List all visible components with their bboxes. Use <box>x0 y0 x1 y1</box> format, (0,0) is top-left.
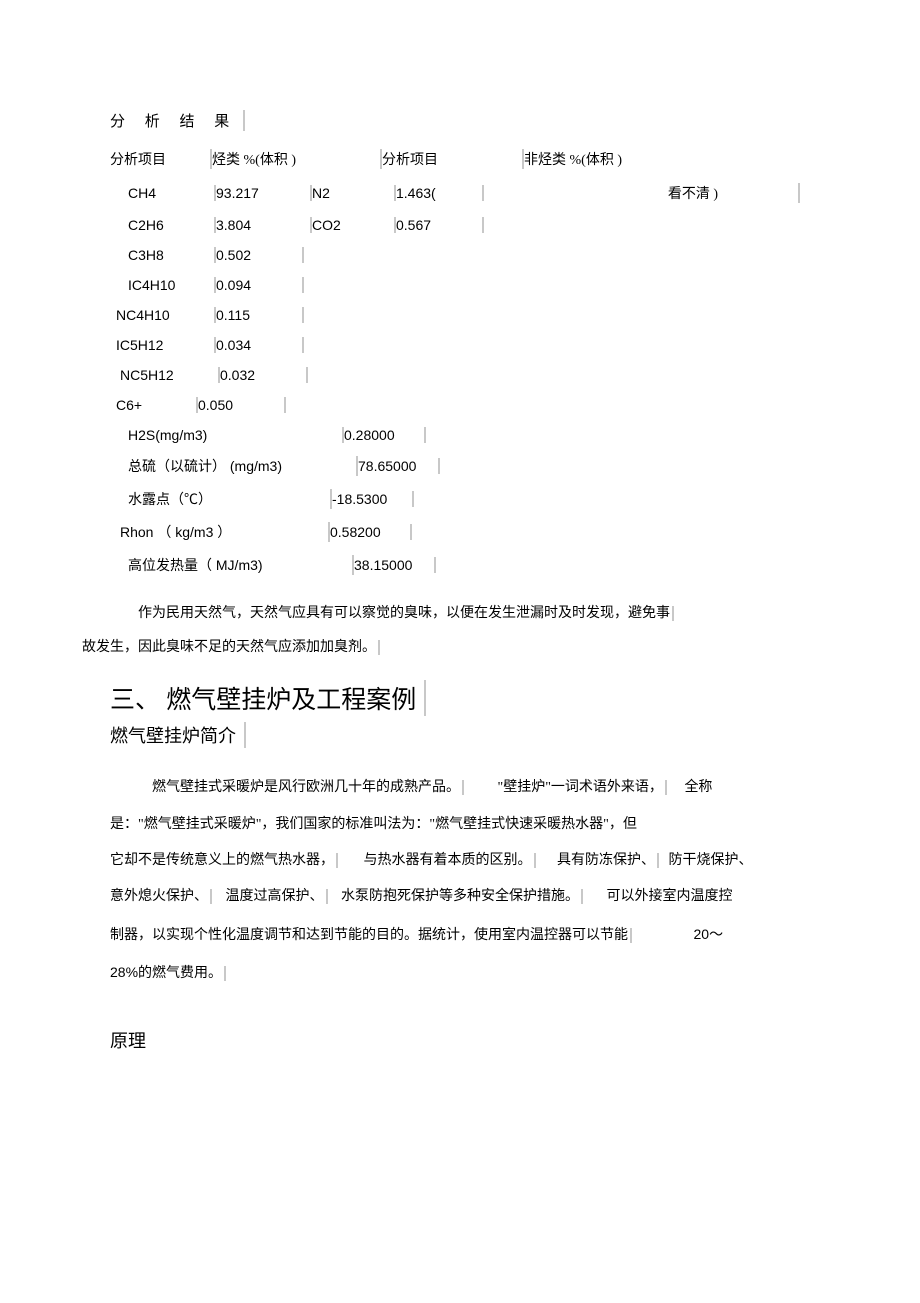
text-segment: 水泵防抱死保护等多种安全保护措施。 <box>341 889 583 904</box>
property-label: Rhon （ kg/m3 ） <box>110 522 330 542</box>
text-segment: 防干烧保护、 <box>669 853 753 868</box>
value-cell: 0.115 <box>216 307 304 323</box>
table-row: IC4H10 0.094 <box>110 277 800 293</box>
property-row: 高位发热量（ MJ/m3) 38.15000 <box>110 555 800 575</box>
property-value: 0.58200 <box>330 524 412 540</box>
text-segment: 与热水器有着本质的区别。 <box>364 853 536 868</box>
paragraph: 作为民用天然气，天然气应具有可以察觉的臭味，以便在发生泄漏时及时发现，避免事 故… <box>110 597 800 664</box>
text-segment: 全称 <box>684 780 712 795</box>
formula-cell: NC4H10 <box>110 307 216 323</box>
value-cell: 0.034 <box>216 337 304 353</box>
text-segment: 它却不是传统意义上的燃气热水器， <box>110 853 338 868</box>
property-label: 水露点（℃） <box>110 489 332 509</box>
formula-cell: C2H6 <box>110 217 216 233</box>
property-row: H2S(mg/m3) 0.28000 <box>110 427 800 443</box>
value-cell: 0.094 <box>216 277 304 293</box>
formula-cell: C6+ <box>110 397 198 413</box>
header-item: 分析项目 <box>382 149 524 169</box>
text-segment: 的燃气费用。 <box>138 966 226 981</box>
table-row: NC4H10 0.115 <box>110 307 800 323</box>
header-item: 烃类 %(体积 ) <box>212 149 382 169</box>
value-cell: 3.804 <box>216 217 312 233</box>
property-row: 水露点（℃） -18.5300 <box>110 489 800 509</box>
table-row: C6+ 0.050 <box>110 397 800 413</box>
value-cell: 0.032 <box>220 367 308 383</box>
text-segment: "壁挂炉"一词术语外来语， <box>498 780 667 795</box>
text-segment: 制器，以实现个性化温度调节和达到节能的目的。据统计，使用室内温控器可以节能 <box>110 928 632 943</box>
header-item: 非烃类 %(体积 ) <box>524 149 800 169</box>
text-segment: 具有防冻保护、 <box>557 853 659 868</box>
analysis-table: 分析项目 烃类 %(体积 ) 分析项目 非烃类 %(体积 ) CH4 93.21… <box>110 149 800 575</box>
body-paragraph: 燃气壁挂式采暖炉是风行欧洲几十年的成熟产品。 "壁挂炉"一词术语外来语， 全称 … <box>110 770 800 992</box>
text-segment: 温度过高保护、 <box>226 889 328 904</box>
text-segment: 20～ <box>694 926 724 942</box>
property-row: 总硫（以硫计） (mg/m3) 78.65000 <box>110 456 800 476</box>
text-segment: 燃气壁挂式采暖炉是风行欧洲几十年的成熟产品。 <box>152 780 464 795</box>
table-row: C2H6 3.804 CO2 0.567 <box>110 217 800 233</box>
note-cell: 看不清 ) <box>484 183 800 203</box>
formula-cell: CO2 <box>312 217 396 233</box>
table-row: C3H8 0.502 <box>110 247 800 263</box>
principle-heading: 原理 <box>110 1027 800 1053</box>
formula-cell: CH4 <box>110 185 216 201</box>
text-segment: 是："燃气壁挂式采暖炉"，我们国家的标准叫法为："燃气壁挂式快速采暖热水器"，但 <box>110 817 637 832</box>
table-row: CH4 93.217 N2 1.463( 看不清 ) <box>110 183 800 203</box>
title: 分 析 结 果 <box>110 110 245 131</box>
property-row: Rhon （ kg/m3 ） 0.58200 <box>110 522 800 542</box>
formula-cell: N2 <box>312 185 396 201</box>
value-cell: 0.050 <box>198 397 286 413</box>
property-value: -18.5300 <box>332 491 414 507</box>
text-segment: 28% <box>110 964 138 980</box>
value-cell: 0.567 <box>396 217 484 233</box>
table-row: NC5H12 0.032 <box>110 367 800 383</box>
sub-heading: 燃气壁挂炉简介 <box>110 722 246 748</box>
formula-cell: IC5H12 <box>110 337 216 353</box>
header-item: 分析项目 <box>110 149 212 169</box>
text-segment: 意外熄火保护、 <box>110 889 212 904</box>
value-cell: 1.463( <box>396 185 484 201</box>
text-line: 故发生，因此臭味不足的天然气应添加加臭剂。 <box>82 640 380 655</box>
value-cell: 0.502 <box>216 247 304 263</box>
table-header-row: 分析项目 烃类 %(体积 ) 分析项目 非烃类 %(体积 ) <box>110 149 800 169</box>
formula-cell: C3H8 <box>110 247 216 263</box>
formula-cell: IC4H10 <box>110 277 216 293</box>
property-label: 总硫（以硫计） (mg/m3) <box>110 456 358 476</box>
section-heading: 三、 燃气壁挂炉及工程案例 <box>110 680 426 716</box>
property-label: H2S(mg/m3) <box>110 427 344 443</box>
formula-cell: NC5H12 <box>110 367 220 383</box>
table-row: IC5H12 0.034 <box>110 337 800 353</box>
property-value: 78.65000 <box>358 458 440 474</box>
property-label: 高位发热量（ MJ/m3) <box>110 555 354 575</box>
property-value: 38.15000 <box>354 557 436 573</box>
property-value: 0.28000 <box>344 427 426 443</box>
text-line: 作为民用天然气，天然气应具有可以察觉的臭味，以便在发生泄漏时及时发现，避免事 <box>138 606 674 621</box>
text-segment: 可以外接室内温度控 <box>607 889 733 904</box>
value-cell: 93.217 <box>216 185 312 201</box>
